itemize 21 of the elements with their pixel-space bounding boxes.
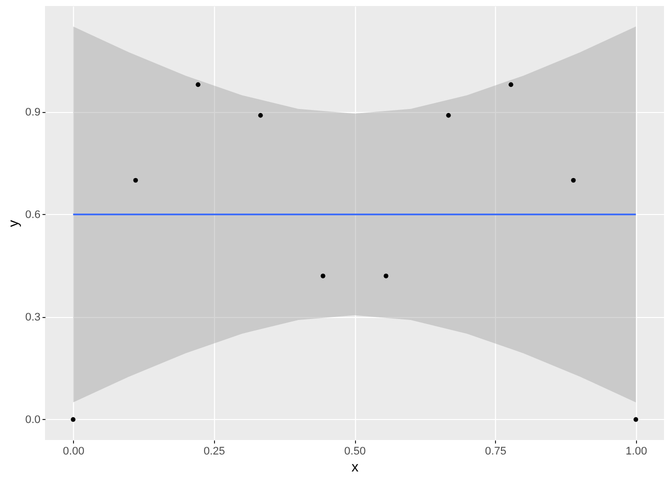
point <box>634 417 638 422</box>
x-tick-label: 0.75 <box>484 446 506 458</box>
point <box>384 274 388 278</box>
point <box>196 82 200 87</box>
x-tick-label: 0.25 <box>204 446 226 458</box>
x-axis-title: x <box>352 458 358 474</box>
point <box>446 113 451 118</box>
x-tick-label: 1.00 <box>626 446 648 458</box>
point <box>258 113 263 118</box>
point <box>508 82 514 87</box>
y-tick-label: 0.3 <box>25 311 40 324</box>
point <box>70 417 76 422</box>
y-tick-label: 0.0 <box>25 414 40 426</box>
point <box>571 178 576 183</box>
y-axis-title: y <box>5 220 22 227</box>
point <box>320 274 326 278</box>
y-tick-label: 0.9 <box>25 106 40 118</box>
x-tick-label: 0.00 <box>62 446 84 458</box>
point <box>133 178 138 183</box>
y-tick-label: 0.6 <box>25 208 40 221</box>
x-tick-label: 0.50 <box>344 446 366 458</box>
